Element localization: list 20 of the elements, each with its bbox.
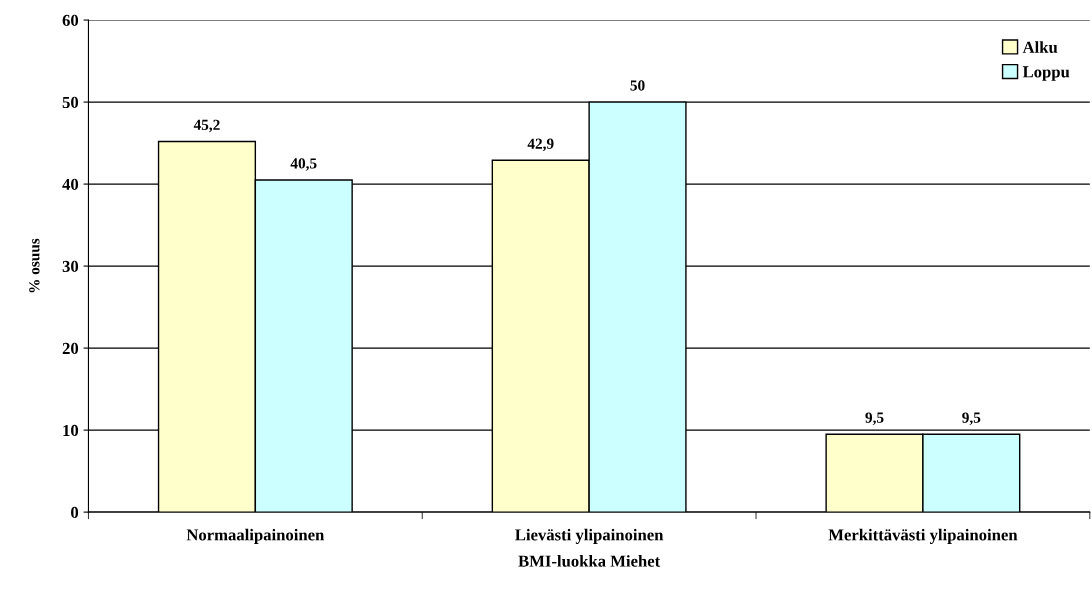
x-tick-label: Normaalipainoinen (186, 528, 325, 544)
y-tick-label: 20 (62, 342, 79, 355)
y-tick-label: 60 (62, 14, 79, 27)
legend-label: Alku (1022, 41, 1058, 53)
y-tick-label: 0 (71, 506, 79, 519)
x-tick-label: Merkittävästi ylipainoinen (828, 528, 1018, 544)
y-tick-label: 40 (62, 178, 79, 191)
data-label: 45,2 (193, 119, 220, 133)
data-label: 42,9 (527, 138, 554, 152)
x-tick-label: Lievästi ylipainoinen (515, 528, 664, 544)
y-axis-title: % osuus (29, 238, 40, 293)
data-label: 40,5 (290, 158, 317, 171)
y-tick-label: 50 (62, 96, 79, 109)
legend-label: Loppu (1022, 66, 1070, 81)
y-tick-label: 10 (63, 424, 79, 437)
data-label: 9,5 (962, 412, 981, 425)
y-tick-label: 30 (62, 260, 79, 273)
data-label: 50 (630, 80, 645, 91)
x-axis-title: BMI-luokka Miehet (518, 555, 661, 567)
data-label: 9,5 (865, 412, 884, 425)
